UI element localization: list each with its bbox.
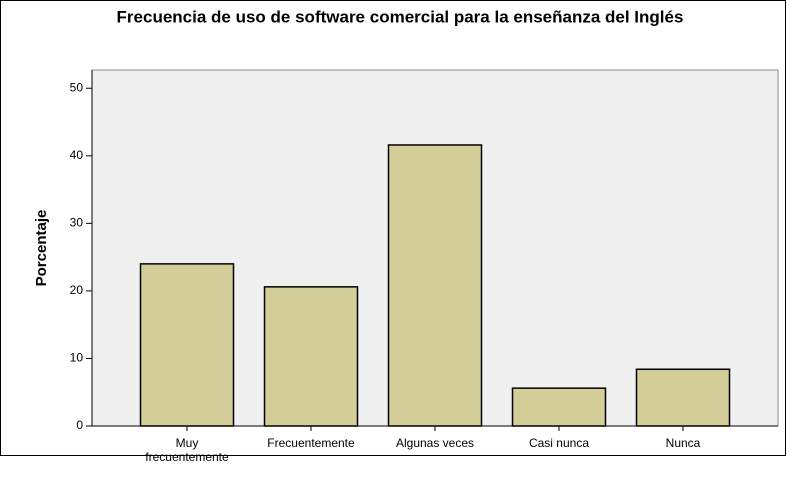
x-tick-label-box: Frecuentemente xyxy=(267,436,355,450)
x-tick-label: Algunas veces xyxy=(395,436,475,450)
x-tick-label: Nunca xyxy=(665,436,701,450)
x-tick-label-box: Nunca xyxy=(665,436,701,450)
x-tick-label-box: Algunas veces xyxy=(395,436,475,450)
bar xyxy=(511,387,607,427)
x-tick-label-box: Muy frecuentemente xyxy=(145,436,229,464)
x-tick-label: Casi nunca xyxy=(528,436,590,450)
y-axis-label: Porcentaje xyxy=(33,210,50,287)
chart-title: Frecuencia de uso de software comercial … xyxy=(117,7,684,26)
bar xyxy=(635,368,731,427)
y-tick-label: 30 xyxy=(70,216,84,230)
bar xyxy=(139,263,235,427)
x-tick-label-box: Casi nunca xyxy=(528,436,590,450)
y-tick-label: 10 xyxy=(70,351,84,365)
bar xyxy=(387,144,483,427)
y-tick-label: 50 xyxy=(70,80,84,94)
x-tick-label: Frecuentemente xyxy=(267,436,355,450)
x-tick-label: Muy frecuentemente xyxy=(145,436,229,464)
y-tick-label: 20 xyxy=(70,283,84,297)
y-tick-label: 0 xyxy=(76,418,83,432)
y-tick-label: 40 xyxy=(70,148,84,162)
bar xyxy=(263,286,359,427)
